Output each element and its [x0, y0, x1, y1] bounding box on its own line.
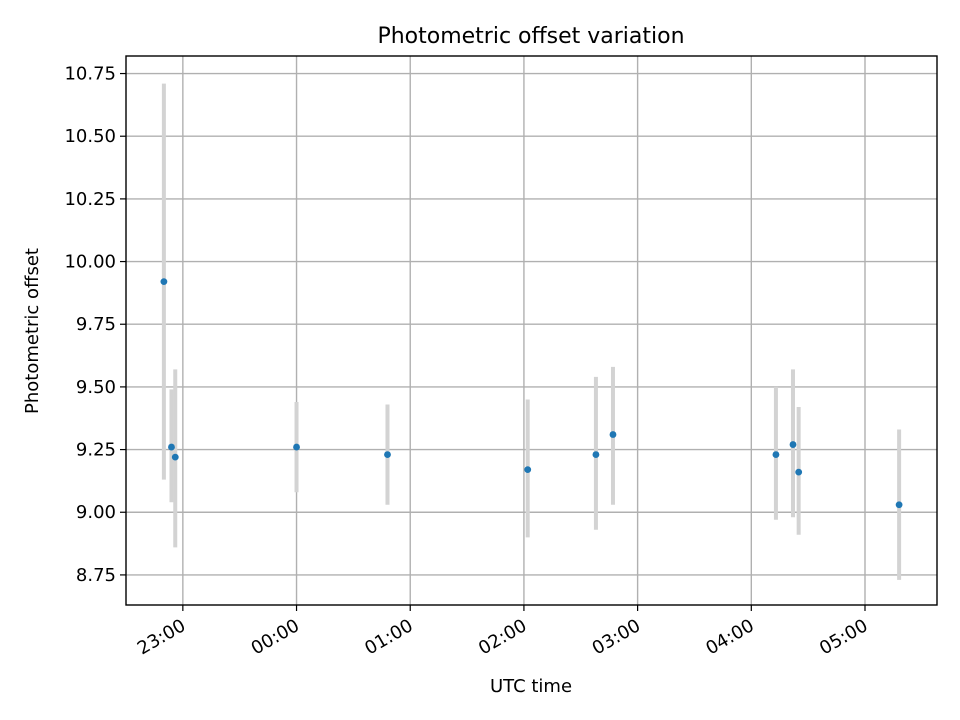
y-axis-ticks: 8.75 9.00 9.25 9.50 9.75 10.00 10.25 10.50 10.75 — [64, 64, 126, 586]
grid — [126, 56, 937, 605]
data-point — [171, 453, 179, 461]
data-point — [592, 451, 600, 458]
data-point — [384, 451, 391, 458]
data-point — [789, 441, 797, 448]
x-tick-label: 03:00 — [589, 615, 644, 659]
y-axis-label: Photometric offset — [22, 248, 43, 414]
data-point — [293, 443, 300, 451]
data-point — [524, 466, 532, 474]
x-tick-label: 23:00 — [134, 615, 189, 659]
x-tick-label: 01:00 — [361, 615, 416, 659]
data-point — [168, 443, 175, 451]
data-point — [160, 278, 168, 286]
y-tick-label: 8.75 — [76, 565, 116, 586]
data-points — [160, 278, 903, 509]
y-tick-label: 9.00 — [76, 502, 116, 523]
y-tick-label: 9.50 — [76, 377, 116, 398]
error-bars — [161, 83, 902, 580]
x-tick-label: 05:00 — [816, 615, 871, 659]
y-tick-label: 9.25 — [76, 440, 116, 461]
data-point — [772, 451, 780, 458]
x-axis-label: UTC time — [490, 676, 572, 697]
plot-frame — [125, 55, 938, 606]
x-tick-label: 02:00 — [475, 615, 530, 659]
data-point — [895, 501, 903, 509]
x-tick-label: 04:00 — [702, 615, 757, 659]
data-point — [609, 431, 617, 438]
chart-title: Photometric offset variation — [377, 24, 684, 49]
data-point — [795, 468, 803, 476]
y-tick-label: 10.00 — [64, 252, 116, 273]
y-tick-label: 10.25 — [64, 189, 116, 210]
x-axis-ticks: 23:00 00:00 01:00 02:00 03:00 04:00 05:00 — [134, 605, 871, 659]
y-tick-label: 10.75 — [64, 64, 116, 85]
y-tick-label: 9.75 — [76, 314, 116, 335]
x-tick-label: 00:00 — [248, 615, 303, 659]
y-tick-label: 10.50 — [64, 126, 116, 147]
